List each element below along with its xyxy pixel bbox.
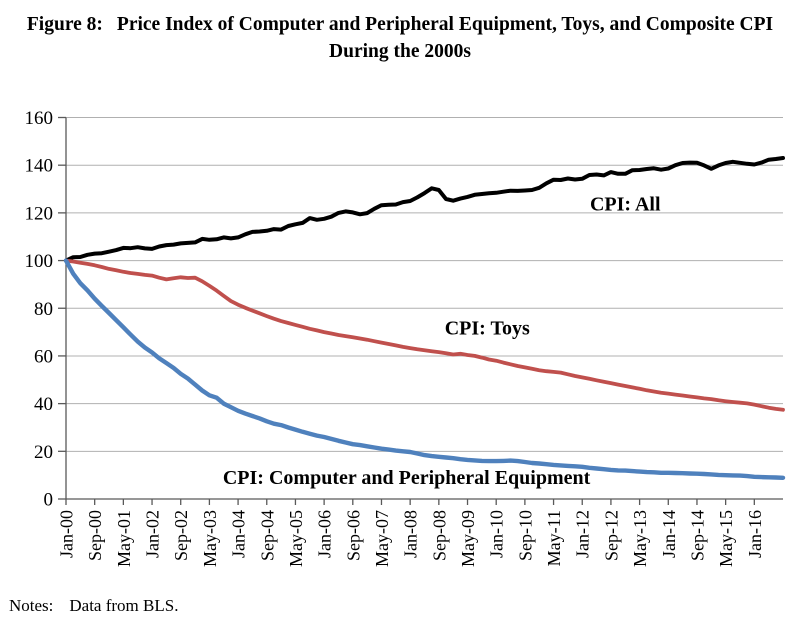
y-tick-label: 20 xyxy=(34,442,53,463)
x-tick-label: Jan-06 xyxy=(315,510,335,558)
figure-notes: Notes: Data from BLS. xyxy=(9,596,178,616)
x-tick-label: Sep-10 xyxy=(515,510,535,561)
x-tick-label: Jan-10 xyxy=(487,510,507,558)
x-tick-label: Sep-12 xyxy=(601,510,621,561)
y-tick-label: 100 xyxy=(25,251,54,272)
x-tick-label: May-11 xyxy=(544,510,564,566)
x-tick-label: Jan-04 xyxy=(229,510,249,558)
x-tick-label: Sep-14 xyxy=(687,510,707,561)
x-tick-label: Sep-00 xyxy=(85,510,105,561)
x-tick-label: Jan-16 xyxy=(745,510,765,558)
figure-title: Figure 8: Price Index of Computer and Per… xyxy=(0,11,800,65)
x-tick-label: Jan-08 xyxy=(401,510,421,558)
series-label-cpi-toys: CPI: Toys xyxy=(445,317,530,339)
series-line-cpi-all xyxy=(64,156,785,263)
x-tick-label: May-01 xyxy=(114,510,134,567)
x-tick-label: May-09 xyxy=(458,510,478,567)
figure-number: Figure 8: xyxy=(26,14,103,35)
y-tick-label: 140 xyxy=(25,156,54,177)
y-tick-label: 0 xyxy=(44,490,54,511)
series-label-cpi-computer-and-peripheral-equipment: CPI: Computer and Peripheral Equipment xyxy=(223,467,591,489)
y-tick-label: 80 xyxy=(34,299,53,320)
x-tick-label: Sep-06 xyxy=(343,510,363,561)
y-tick-label: 120 xyxy=(25,203,54,224)
series-line-cpi-computer-and-peripheral-equipment xyxy=(63,258,786,480)
notes-text: Data from BLS. xyxy=(69,596,179,615)
x-tick-label: May-15 xyxy=(716,510,736,567)
series-label-cpi-all: CPI: All xyxy=(590,193,661,215)
figure-title-line1: Figure 8: Price Index of Computer and Per… xyxy=(0,11,800,38)
x-tick-label: May-05 xyxy=(286,510,306,567)
x-tick-label: May-13 xyxy=(630,510,650,567)
figure-title-line2: During the 2000s xyxy=(329,41,471,62)
x-tick-label: Sep-04 xyxy=(257,510,277,561)
notes-label: Notes: xyxy=(9,596,54,615)
x-tick-label: May-07 xyxy=(372,510,392,567)
x-tick-label: Sep-08 xyxy=(429,510,449,561)
x-tick-label: Jan-00 xyxy=(57,510,77,558)
x-tick-label: Sep-02 xyxy=(171,510,191,561)
x-tick-label: Jan-02 xyxy=(143,510,163,558)
y-tick-label: 40 xyxy=(34,394,53,415)
y-tick-label: 160 xyxy=(25,108,54,129)
y-tick-label: 60 xyxy=(34,346,53,367)
figure-title-text: Price Index of Computer and Peripheral E… xyxy=(116,14,774,35)
x-tick-label: Jan-12 xyxy=(573,510,593,558)
x-tick-label: May-03 xyxy=(200,510,220,567)
x-tick-label: Jan-14 xyxy=(659,510,679,558)
series-line-cpi-toys xyxy=(64,258,785,412)
